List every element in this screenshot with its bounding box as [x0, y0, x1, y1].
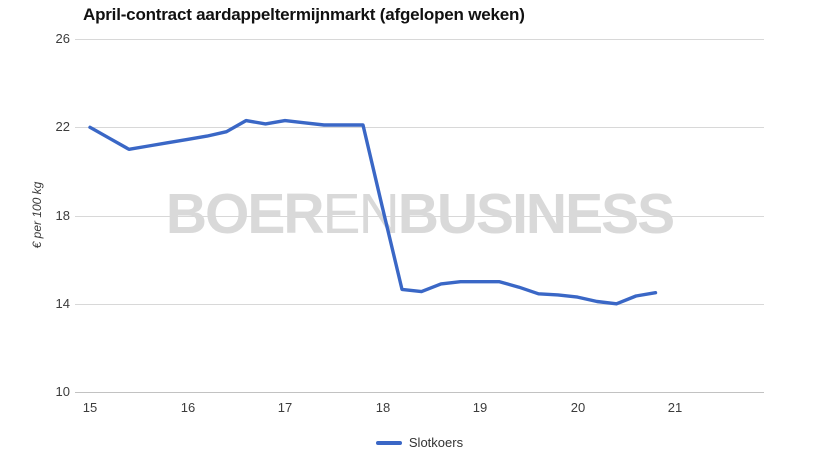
- gridline-y-14: [75, 304, 764, 305]
- x-tick-label-20: 20: [570, 400, 586, 415]
- y-tick-label-26: 26: [55, 31, 70, 46]
- watermark-part-boer: BOER: [165, 182, 325, 246]
- gridline-y-22: [75, 127, 764, 128]
- legend[interactable]: Slotkoers: [75, 435, 764, 450]
- watermark-part-en: EN: [322, 182, 400, 246]
- x-tick-label-18: 18: [375, 400, 391, 415]
- y-tick-label-18: 18: [55, 208, 70, 223]
- y-tick-label-14: 14: [55, 296, 70, 311]
- x-tick-label-19: 19: [472, 400, 488, 415]
- y-tick-label-10: 10: [55, 384, 70, 399]
- legend-line-swatch: [375, 440, 402, 445]
- gridline-y-26: [75, 39, 764, 40]
- y-tick-label-22: 22: [55, 119, 70, 134]
- x-tick-label-16: 16: [180, 400, 196, 415]
- legend-label: Slotkoers: [408, 435, 464, 450]
- x-tick-label-21: 21: [667, 400, 683, 415]
- watermark-part-business: BUSINESS: [397, 182, 675, 246]
- watermark: BOERENBUSINESS: [75, 186, 764, 243]
- gridline-y-10: [75, 392, 764, 393]
- chart-title: April-contract aardappeltermijnmarkt (af…: [83, 5, 525, 24]
- x-tick-label-15: 15: [82, 400, 98, 415]
- x-tick-label-17: 17: [277, 400, 293, 415]
